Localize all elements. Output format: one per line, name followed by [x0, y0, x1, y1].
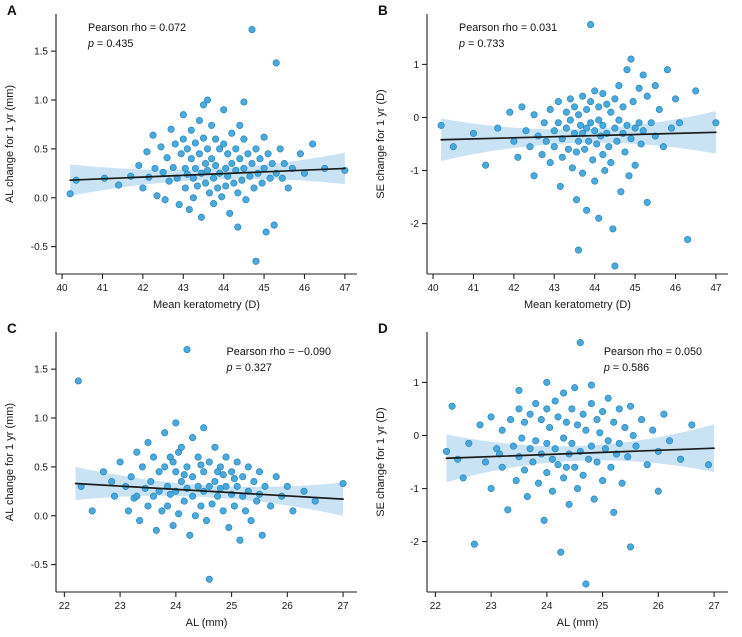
svg-text:-1: -1 [410, 484, 419, 495]
svg-text:22: 22 [59, 601, 71, 612]
svg-text:26: 26 [653, 601, 665, 612]
panel-d-plot: 22 23 24 25 26 27 -2 -1 0 1 AL (mm) SE change for 1… [375, 332, 728, 629]
panel-a-plot: 40 41 42 43 44 45 46 47 -0.5 0.0 0.5 1.0 1.5 Mean ker… [4, 14, 357, 311]
panel-d: D Pearson rho = 0.050 p = 0.586 22 23 24 25… [371, 318, 742, 636]
p-value-text: p = 0.435 [88, 38, 134, 50]
panel-b: B Pearson rho = 0.031 p = 0.733 40 41 42 43… [371, 0, 742, 318]
svg-text:AL change for 1 yr (mm): AL change for 1 yr (mm) [4, 85, 16, 203]
svg-text:41: 41 [97, 283, 109, 294]
panel-d-annotation: Pearson rho = 0.050 p = 0.586 [604, 344, 702, 376]
svg-text:Mean keratometry (D): Mean keratometry (D) [153, 299, 260, 311]
svg-text:42: 42 [137, 283, 149, 294]
svg-text:1.0: 1.0 [34, 96, 48, 107]
svg-text:-1: -1 [410, 166, 419, 177]
p-value-text: p = 0.733 [459, 38, 505, 50]
svg-text:1.5: 1.5 [34, 47, 48, 58]
svg-text:0: 0 [413, 431, 419, 442]
svg-text:41: 41 [468, 283, 480, 294]
pearson-rho-text: Pearson rho = 0.050 [603, 346, 702, 358]
svg-text:0.5: 0.5 [34, 144, 48, 155]
svg-text:23: 23 [115, 601, 127, 612]
svg-text:43: 43 [549, 283, 561, 294]
panel-b-label: B [378, 3, 388, 18]
svg-text:1.0: 1.0 [34, 414, 48, 425]
panel-c-annotation: Pearson rho = −0.090 p = 0.327 [227, 344, 331, 376]
pearson-rho-text: Pearson rho = −0.090 [226, 346, 331, 358]
svg-text:25: 25 [226, 601, 238, 612]
panel-b-plot: 40 41 42 43 44 45 46 47 -2 -1 0 1 Mean keratometry (… [375, 14, 728, 311]
svg-text:AL change for 1 yr (mm): AL change for 1 yr (mm) [4, 403, 16, 521]
svg-text:27: 27 [338, 601, 350, 612]
svg-text:40: 40 [56, 283, 68, 294]
panel-a-annotation: Pearson rho = 0.072 p = 0.435 [88, 20, 186, 52]
panel-a-label: A [7, 3, 17, 18]
p-value-text: p = 0.327 [226, 362, 272, 374]
svg-text:SE change for 1 yr (D): SE change for 1 yr (D) [375, 89, 387, 198]
svg-text:0.0: 0.0 [34, 193, 48, 204]
svg-text:47: 47 [710, 283, 722, 294]
svg-text:44: 44 [589, 283, 601, 294]
svg-text:45: 45 [630, 283, 642, 294]
panel-a: A Pearson rho = 0.072 p = 0.435 40 41 42 43… [0, 0, 371, 318]
svg-text:-2: -2 [410, 537, 419, 548]
svg-text:25: 25 [597, 601, 609, 612]
svg-text:22: 22 [430, 601, 442, 612]
svg-text:45: 45 [259, 283, 271, 294]
svg-text:46: 46 [670, 283, 682, 294]
panel-c: C Pearson rho = −0.090 p = 0.327 22 23 24 2… [0, 318, 371, 636]
svg-text:-0.5: -0.5 [31, 560, 49, 571]
svg-text:27: 27 [709, 601, 721, 612]
panel-c-label: C [7, 321, 17, 336]
svg-text:SE change for 1 yr (D): SE change for 1 yr (D) [375, 407, 387, 516]
svg-text:46: 46 [299, 283, 311, 294]
svg-text:0: 0 [413, 113, 419, 124]
svg-text:24: 24 [170, 601, 182, 612]
svg-text:-0.5: -0.5 [31, 242, 49, 253]
pearson-rho-text: Pearson rho = 0.072 [88, 22, 187, 34]
svg-text:1.5: 1.5 [34, 365, 48, 376]
p-value-text: p = 0.586 [603, 362, 650, 374]
svg-text:40: 40 [427, 283, 439, 294]
panel-c-plot: 22 23 24 25 26 27 -0.5 0.0 0.5 1.0 1.5 AL (mm) AL ch… [4, 332, 357, 629]
svg-text:1: 1 [413, 60, 419, 71]
svg-text:0.0: 0.0 [34, 511, 48, 522]
svg-text:1: 1 [413, 378, 419, 389]
panel-b-annotation: Pearson rho = 0.031 p = 0.733 [459, 20, 557, 52]
svg-text:26: 26 [282, 601, 294, 612]
pearson-rho-text: Pearson rho = 0.031 [459, 22, 558, 34]
svg-text:Mean keratometry (D): Mean keratometry (D) [524, 299, 631, 311]
svg-text:44: 44 [218, 283, 230, 294]
svg-text:24: 24 [541, 601, 553, 612]
svg-text:AL (mm): AL (mm) [186, 617, 228, 629]
svg-text:43: 43 [178, 283, 190, 294]
svg-text:23: 23 [486, 601, 498, 612]
svg-text:0.5: 0.5 [34, 462, 48, 473]
svg-text:42: 42 [508, 283, 520, 294]
svg-text:-2: -2 [410, 219, 419, 230]
svg-text:AL (mm): AL (mm) [557, 617, 599, 629]
svg-text:47: 47 [339, 283, 351, 294]
panel-d-label: D [378, 321, 388, 336]
